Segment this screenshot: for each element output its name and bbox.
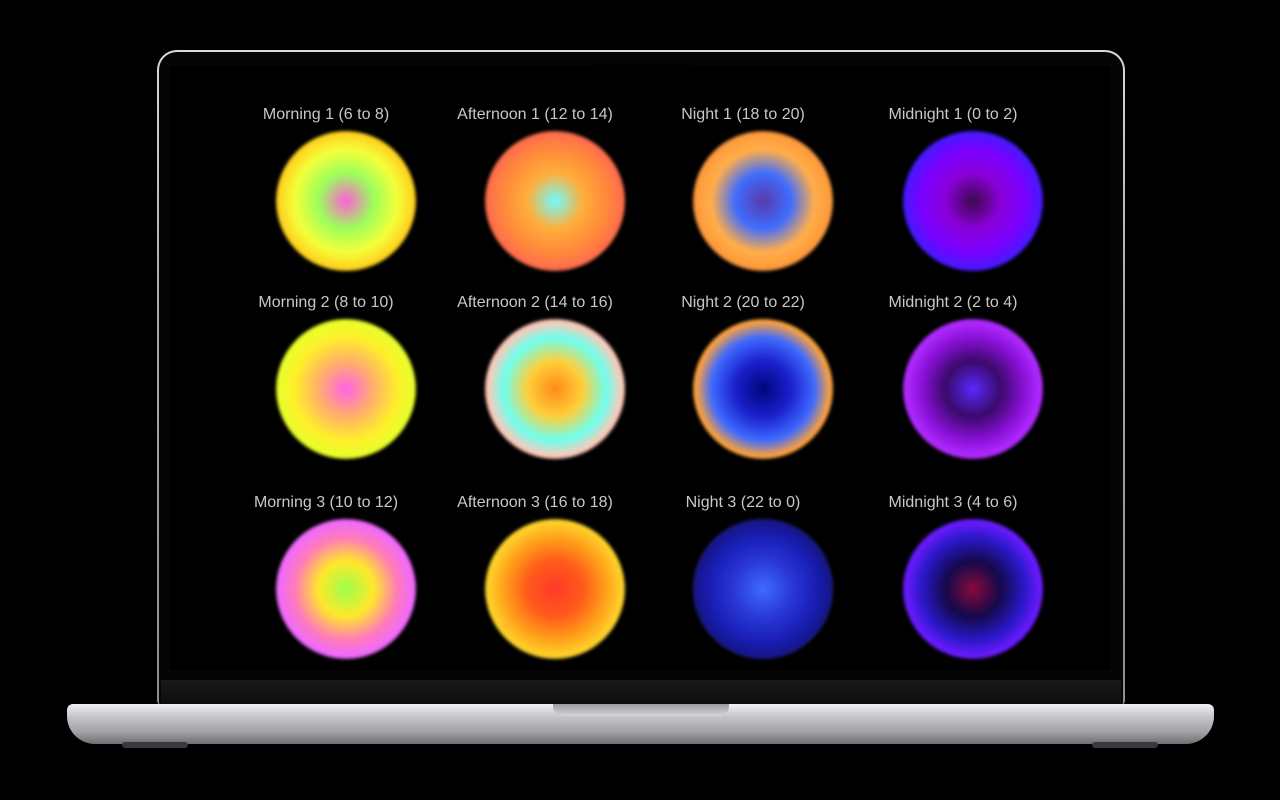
- orb-label: Afternoon 2 (14 to 16): [457, 294, 613, 311]
- laptop-base: [67, 704, 1214, 744]
- laptop-foot-left: [122, 742, 188, 748]
- screen-chin: [161, 680, 1121, 704]
- gradient-orb: [903, 519, 1043, 659]
- orb-label: Night 1 (18 to 20): [681, 106, 805, 123]
- gradient-orb: [693, 319, 833, 459]
- gradient-orb: [903, 319, 1043, 459]
- gradient-orb: [485, 131, 625, 271]
- gradient-orb: [693, 131, 833, 271]
- orb-label: Night 3 (22 to 0): [685, 494, 801, 511]
- orb-label: Afternoon 3 (16 to 18): [457, 494, 613, 511]
- orb-label: Midnight 3 (4 to 6): [888, 494, 1018, 511]
- orb-label: Morning 1 (6 to 8): [262, 106, 390, 123]
- gradient-orb: [276, 319, 416, 459]
- lid-thumb-notch: [553, 704, 729, 716]
- orb-label: Afternoon 1 (12 to 14): [457, 106, 613, 123]
- orb-grid: Morning 1 (6 to 8) Afternoon 1 (12 to 14)…: [170, 66, 1110, 670]
- gradient-orb: [903, 131, 1043, 271]
- orb-label: Midnight 1 (0 to 2): [888, 106, 1018, 123]
- screen: Morning 1 (6 to 8) Afternoon 1 (12 to 14)…: [170, 66, 1110, 670]
- orb-label: Morning 3 (10 to 12): [253, 494, 399, 511]
- orb-label: Midnight 2 (2 to 4): [888, 294, 1018, 311]
- laptop-foot-right: [1092, 742, 1158, 748]
- gradient-orb: [693, 519, 833, 659]
- gradient-orb: [276, 519, 416, 659]
- orb-label: Morning 2 (8 to 10): [258, 294, 394, 311]
- gradient-orb: [276, 131, 416, 271]
- gradient-orb: [485, 319, 625, 459]
- gradient-orb: [485, 519, 625, 659]
- orb-label: Night 2 (20 to 22): [681, 294, 805, 311]
